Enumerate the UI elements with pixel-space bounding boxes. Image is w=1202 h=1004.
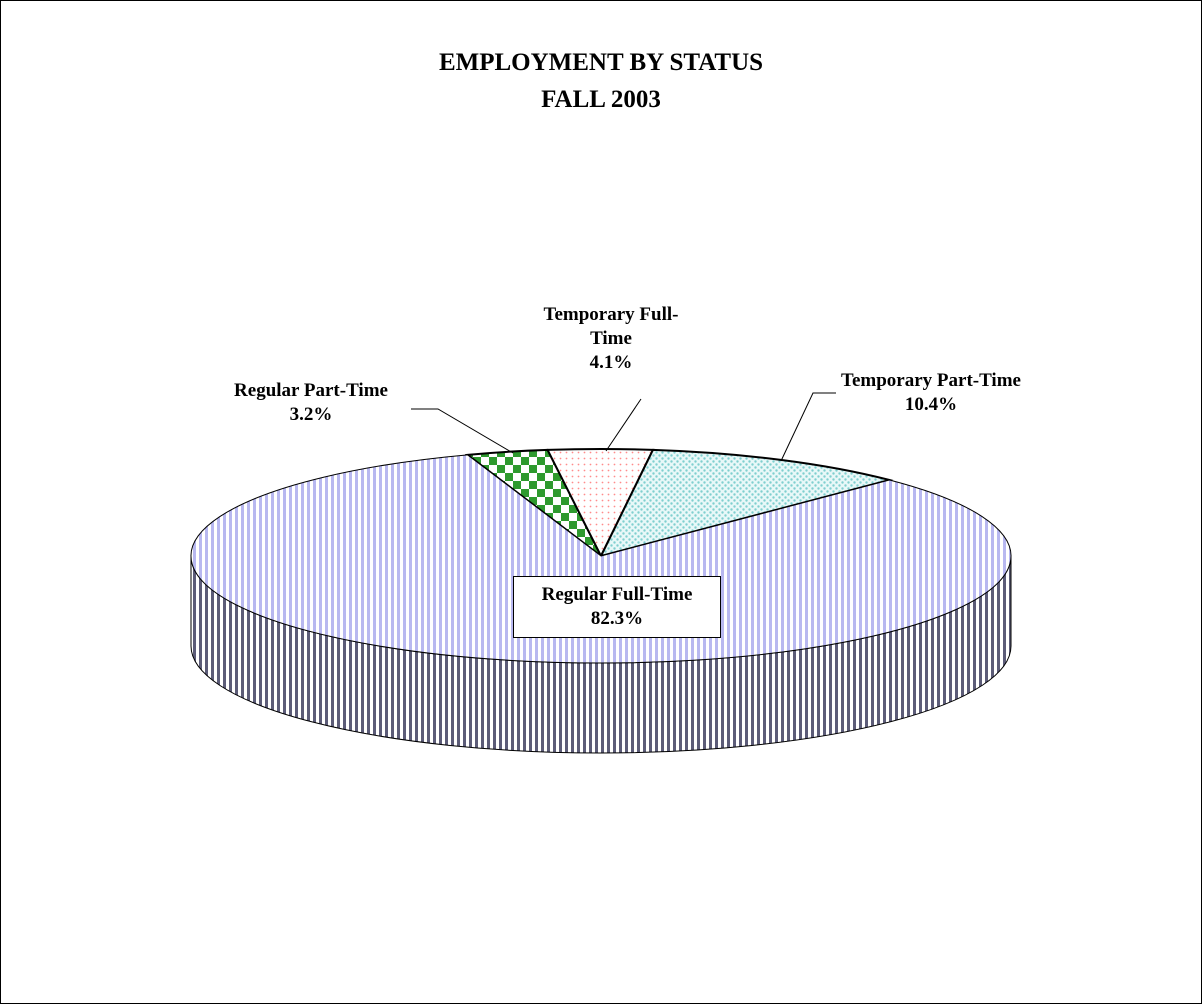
pie-slice — [599, 448, 894, 558]
slice-value: 10.4% — [904, 394, 958, 415]
slice-name: Regular Full-Time — [541, 584, 693, 605]
slice-name: Temporary Full-Time — [543, 304, 679, 349]
slice-value: 4.1% — [589, 352, 633, 373]
pie-slice — [190, 454, 1012, 664]
leader-line — [605, 398, 642, 452]
slice-label: Regular Part-Time 3.2% — [196, 379, 426, 427]
slice-name: Regular Part-Time — [234, 380, 388, 401]
slice-label: Temporary Full-Time 4.1% — [531, 303, 691, 375]
slice-value: 3.2% — [289, 404, 333, 425]
leader-line — [780, 392, 836, 462]
slice-label: Temporary Part-Time 10.4% — [841, 369, 1021, 417]
leader-line — [411, 408, 514, 454]
chart-subtitle: FALL 2003 — [541, 86, 661, 113]
slice-label: Regular Full-Time 82.3% — [513, 576, 721, 638]
slice-value: 82.3% — [590, 608, 644, 629]
slice-name: Temporary Part-Time — [841, 370, 1021, 391]
chart-title: EMPLOYMENT BY STATUS — [438, 49, 764, 76]
